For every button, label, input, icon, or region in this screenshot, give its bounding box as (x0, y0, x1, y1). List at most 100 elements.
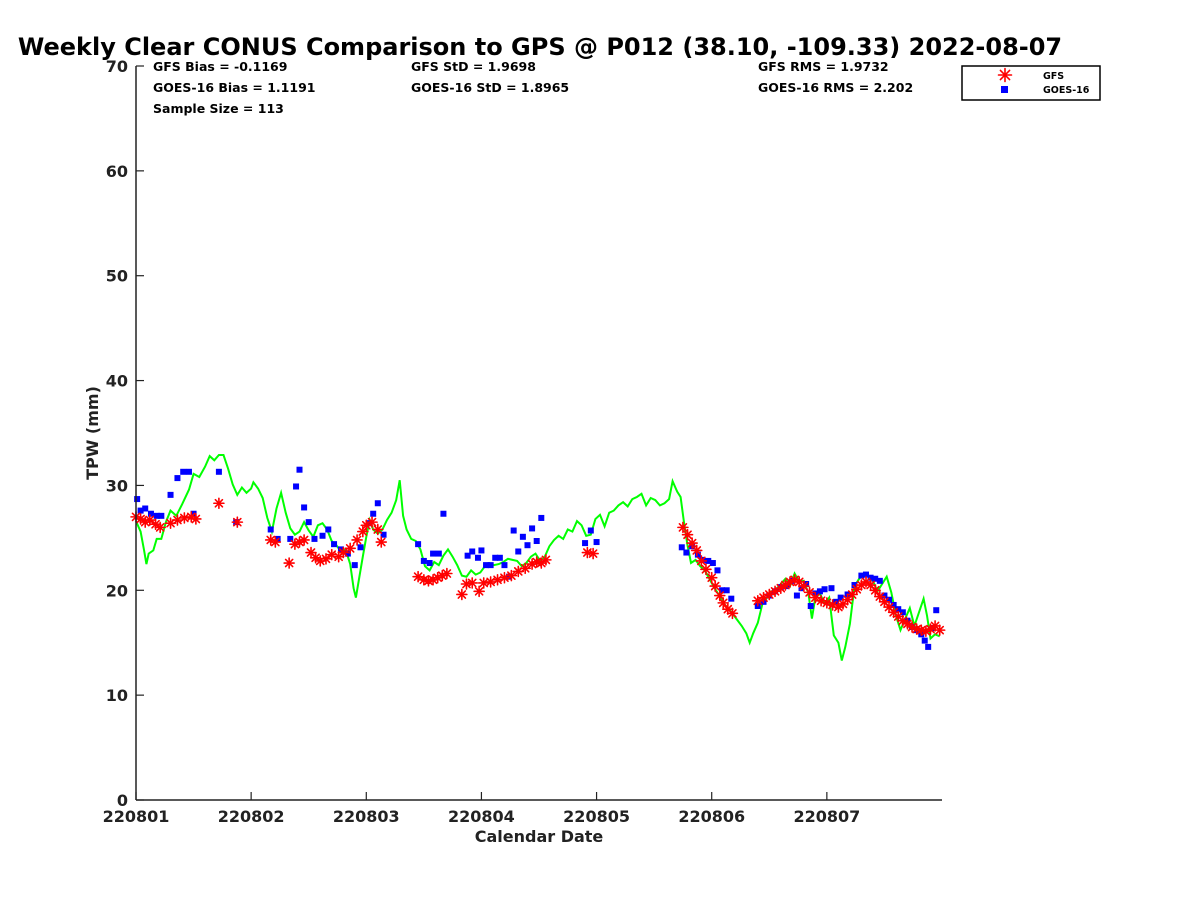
gfs-point (705, 571, 718, 584)
goes16-point (593, 539, 600, 546)
goes16-point (709, 560, 716, 567)
goes16-point (714, 567, 721, 574)
goes16-point (483, 562, 490, 569)
goes16-point (435, 550, 442, 557)
gfs-point (695, 555, 708, 567)
gfs-bias: GFS Bias = -0.1169 (153, 59, 287, 74)
goes16-point (474, 554, 481, 561)
gfs-point (477, 577, 490, 589)
x-tick-label: 220806 (678, 807, 745, 826)
gfs-point (587, 547, 599, 560)
goes16-point (867, 574, 874, 581)
goes16-point (296, 466, 303, 473)
goes16-point (538, 514, 545, 521)
gfs-point (484, 576, 497, 588)
gfs-point (171, 514, 184, 526)
gfs-point (473, 585, 485, 598)
gfs-point (366, 516, 378, 528)
gfs-point (231, 516, 244, 528)
y-tick-label: 60 (106, 162, 128, 181)
goes16-point (185, 468, 192, 475)
goes16-point (933, 607, 940, 614)
gfs-point (709, 580, 721, 592)
gfs-point (375, 536, 388, 548)
gfs-point (869, 584, 882, 597)
y-tick-label: 0 (117, 791, 128, 810)
goes16-point (807, 603, 814, 610)
goes16-point (420, 557, 427, 564)
legend-goes16-square-icon (1001, 86, 1008, 93)
x-tick-label: 220804 (448, 807, 515, 826)
stats-block: GFS Bias = -0.1169 GFS StD = 1.9698 GFS … (153, 59, 913, 116)
gfs-std: GFS StD = 1.9698 (411, 59, 536, 74)
goes16-point (793, 592, 800, 599)
goes16-point (886, 596, 893, 603)
gfs-point (441, 567, 453, 580)
goes16-point (921, 637, 928, 644)
goes16-point (158, 512, 165, 519)
goes16-point (890, 601, 897, 608)
gfs-point (690, 544, 703, 557)
goes16-point (287, 535, 294, 542)
y-tick-label: 10 (106, 686, 128, 705)
x-tick-label: 220803 (333, 807, 400, 826)
gfs-point (491, 573, 504, 586)
x-tick-label: 220807 (793, 807, 860, 826)
gfs-point (466, 577, 479, 589)
goes16-point (167, 491, 174, 498)
goes16-point (305, 519, 312, 526)
gfs-point (456, 588, 468, 601)
chart-title: Weekly Clear CONUS Comparison to GPS @ P… (18, 33, 1062, 61)
goes16-point (529, 525, 536, 532)
goes16-point (267, 526, 274, 533)
gfs-point (726, 607, 739, 620)
gfs-point (933, 624, 946, 636)
goes16-point (519, 533, 526, 540)
gfs-point (213, 497, 225, 510)
goes16-point (524, 542, 531, 549)
goes16-point (134, 496, 141, 503)
goes16-point (357, 544, 364, 551)
goes16-point (319, 532, 326, 539)
goes16-point (487, 562, 494, 569)
goes16-point (325, 526, 332, 533)
gfs-point (841, 593, 854, 606)
goes16-point (678, 544, 685, 551)
gfs-point (178, 512, 191, 524)
gfs-point (269, 536, 282, 548)
gfs-point (540, 554, 552, 566)
goes16-point (478, 547, 485, 554)
gfs-point (325, 548, 338, 561)
goes16-point (469, 548, 476, 555)
goes16-point (380, 531, 387, 538)
gfs-point (717, 597, 730, 609)
goes16-point (311, 535, 318, 542)
gfs-point (677, 521, 689, 534)
goes16-point (925, 643, 932, 650)
goes16-point (582, 540, 589, 547)
gfs-point (320, 553, 332, 565)
x-tick-label: 220802 (218, 807, 285, 826)
gfs-point (686, 537, 698, 549)
goes16-point (344, 550, 351, 557)
goes16-point (440, 510, 447, 517)
y-tick-label: 50 (106, 267, 128, 286)
gfs-point (144, 514, 156, 526)
y-ticks: 0 10 20 30 40 50 60 70 (106, 57, 144, 810)
gfs-point (298, 534, 310, 546)
goes16-point (510, 527, 517, 534)
sample-size: Sample Size = 113 (153, 101, 284, 116)
gfs-series (130, 497, 946, 637)
x-tick-label: 220801 (103, 807, 170, 826)
goes16-point (863, 571, 870, 578)
goes16-point (506, 573, 513, 580)
goes16-point (180, 468, 187, 475)
goes16-point (694, 551, 701, 558)
goes16-point (899, 609, 906, 616)
goes16-point (705, 557, 712, 564)
goes16-point (858, 572, 865, 579)
x-axis-label: Calendar Date (475, 827, 604, 846)
axes: 0 10 20 30 40 50 60 70 220801 220802 220803 220804… (103, 57, 942, 826)
gfs-rms: GFS RMS = 1.9732 (758, 59, 889, 74)
